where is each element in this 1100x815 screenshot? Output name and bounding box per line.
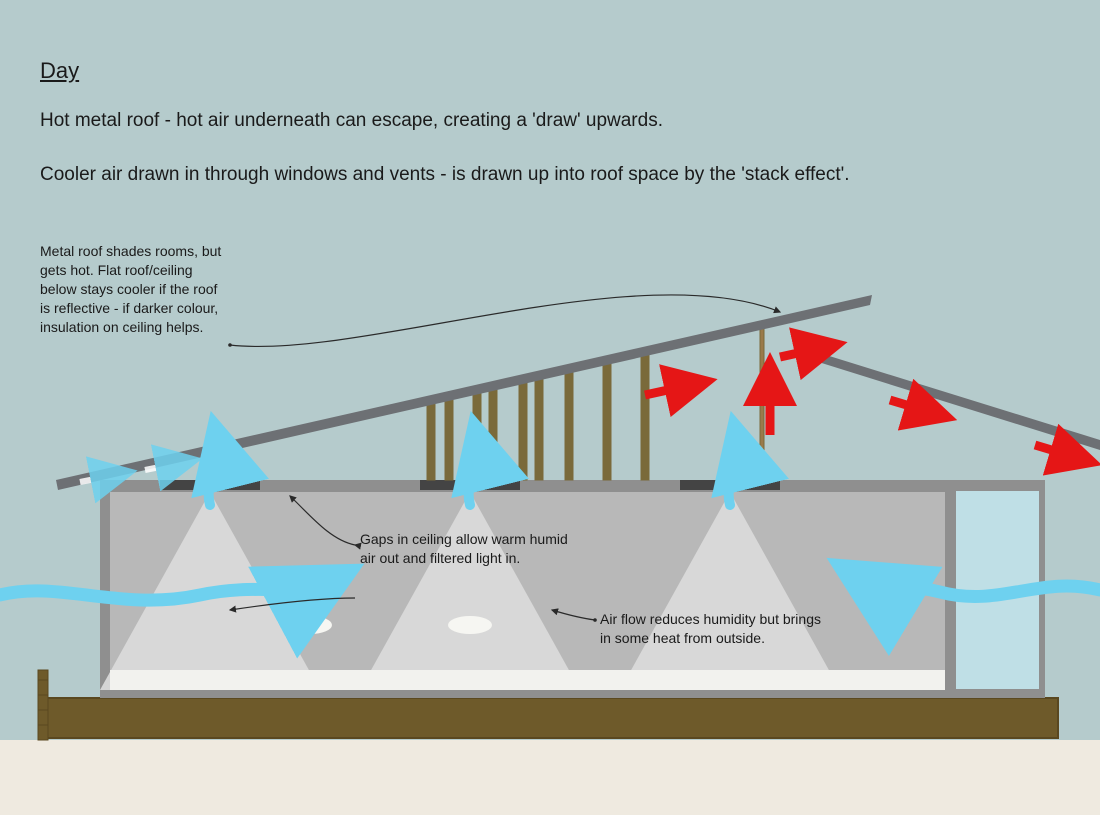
lamp [448,616,492,634]
foundation [46,698,1058,738]
paragraph-1: Hot metal roof - hot air underneath can … [40,108,1060,135]
annotation-gaps: Gaps in ceiling allow warm humid air out… [360,530,580,568]
paragraph-2: Cooler air drawn in through windows and … [40,162,1060,189]
lamp [288,616,332,634]
hot-arrows [645,346,1085,460]
annotation-airflow: Air flow reduces humidity but brings in … [600,610,830,648]
roof-right [810,350,1100,450]
annotation-roof: Metal roof shades rooms, but gets hot. F… [40,242,230,336]
diagram-title: Day [40,58,79,84]
